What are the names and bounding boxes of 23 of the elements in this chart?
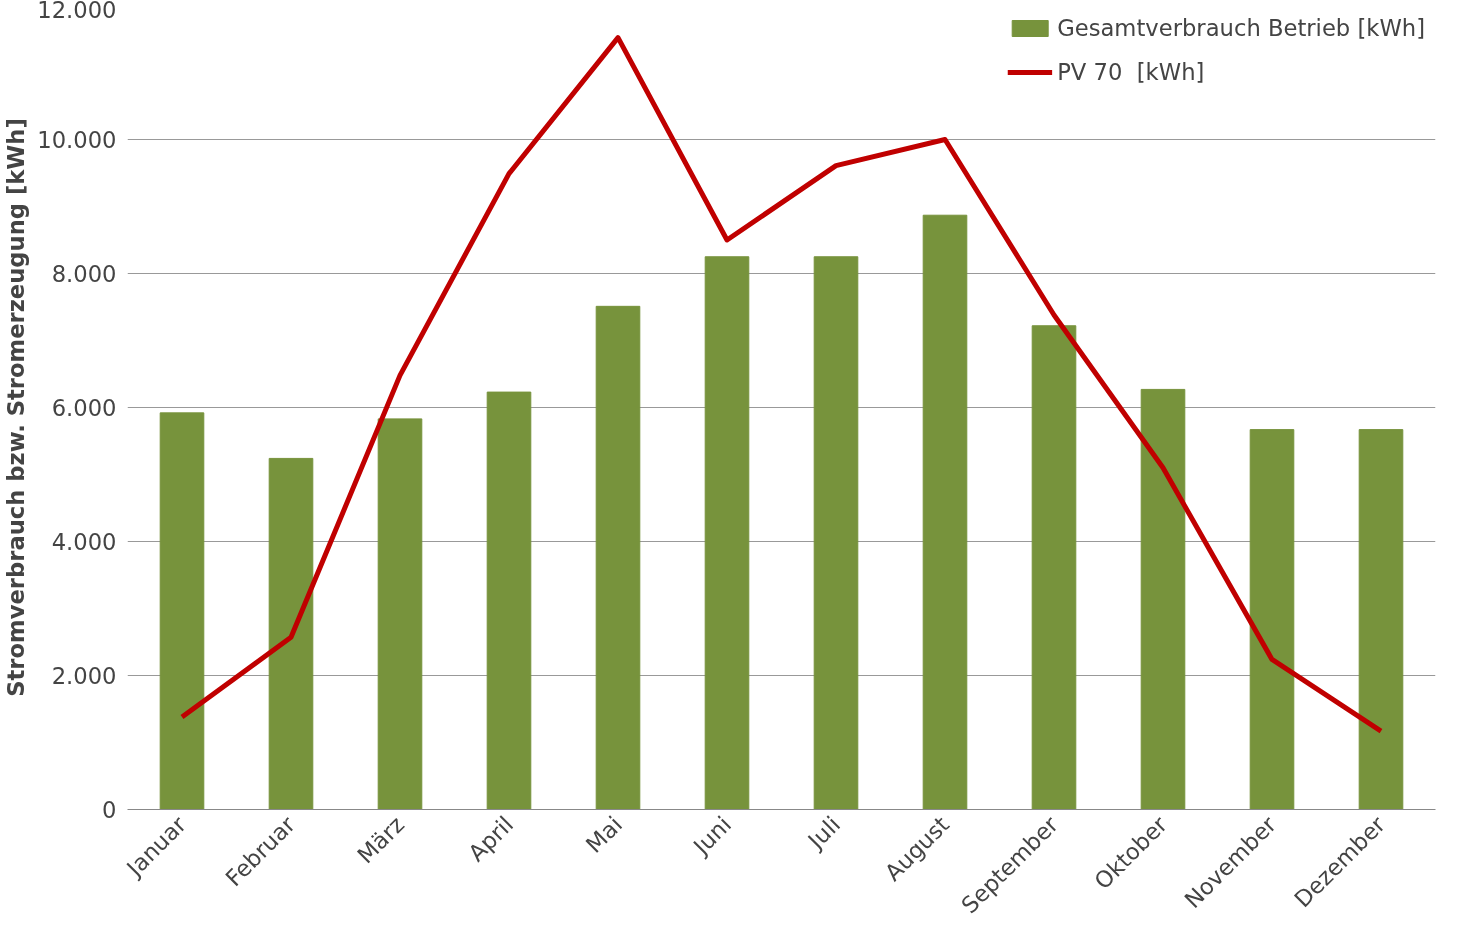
bar [268, 457, 314, 810]
legend-label: Gesamtverbrauch Betrieb [kWh] [1057, 15, 1425, 41]
y-tick-label: 6.000 [51, 395, 117, 421]
bar [813, 256, 859, 810]
legend-label: PV 70 [kWh] [1057, 59, 1205, 85]
bar [159, 412, 205, 810]
bar [1249, 429, 1295, 810]
y-tick-label: 10.000 [37, 127, 117, 153]
bar [704, 256, 750, 810]
bar [1358, 429, 1404, 810]
y-tick-label: 0 [102, 797, 117, 823]
bar [377, 418, 423, 810]
y-tick-label: 4.000 [51, 529, 117, 555]
bar [486, 391, 532, 810]
bar [922, 214, 968, 810]
bar [1140, 388, 1186, 810]
bar [595, 305, 641, 810]
y-axis-title: Stromverbrauch bzw. Stromerzeugung [kWh] [3, 118, 30, 697]
y-tick-label: 8.000 [51, 261, 117, 287]
x-tick-label: Mai [580, 811, 628, 858]
y-tick-label: 12.000 [37, 0, 117, 23]
y-tick-label: 2.000 [51, 663, 117, 689]
bar [1031, 325, 1077, 810]
